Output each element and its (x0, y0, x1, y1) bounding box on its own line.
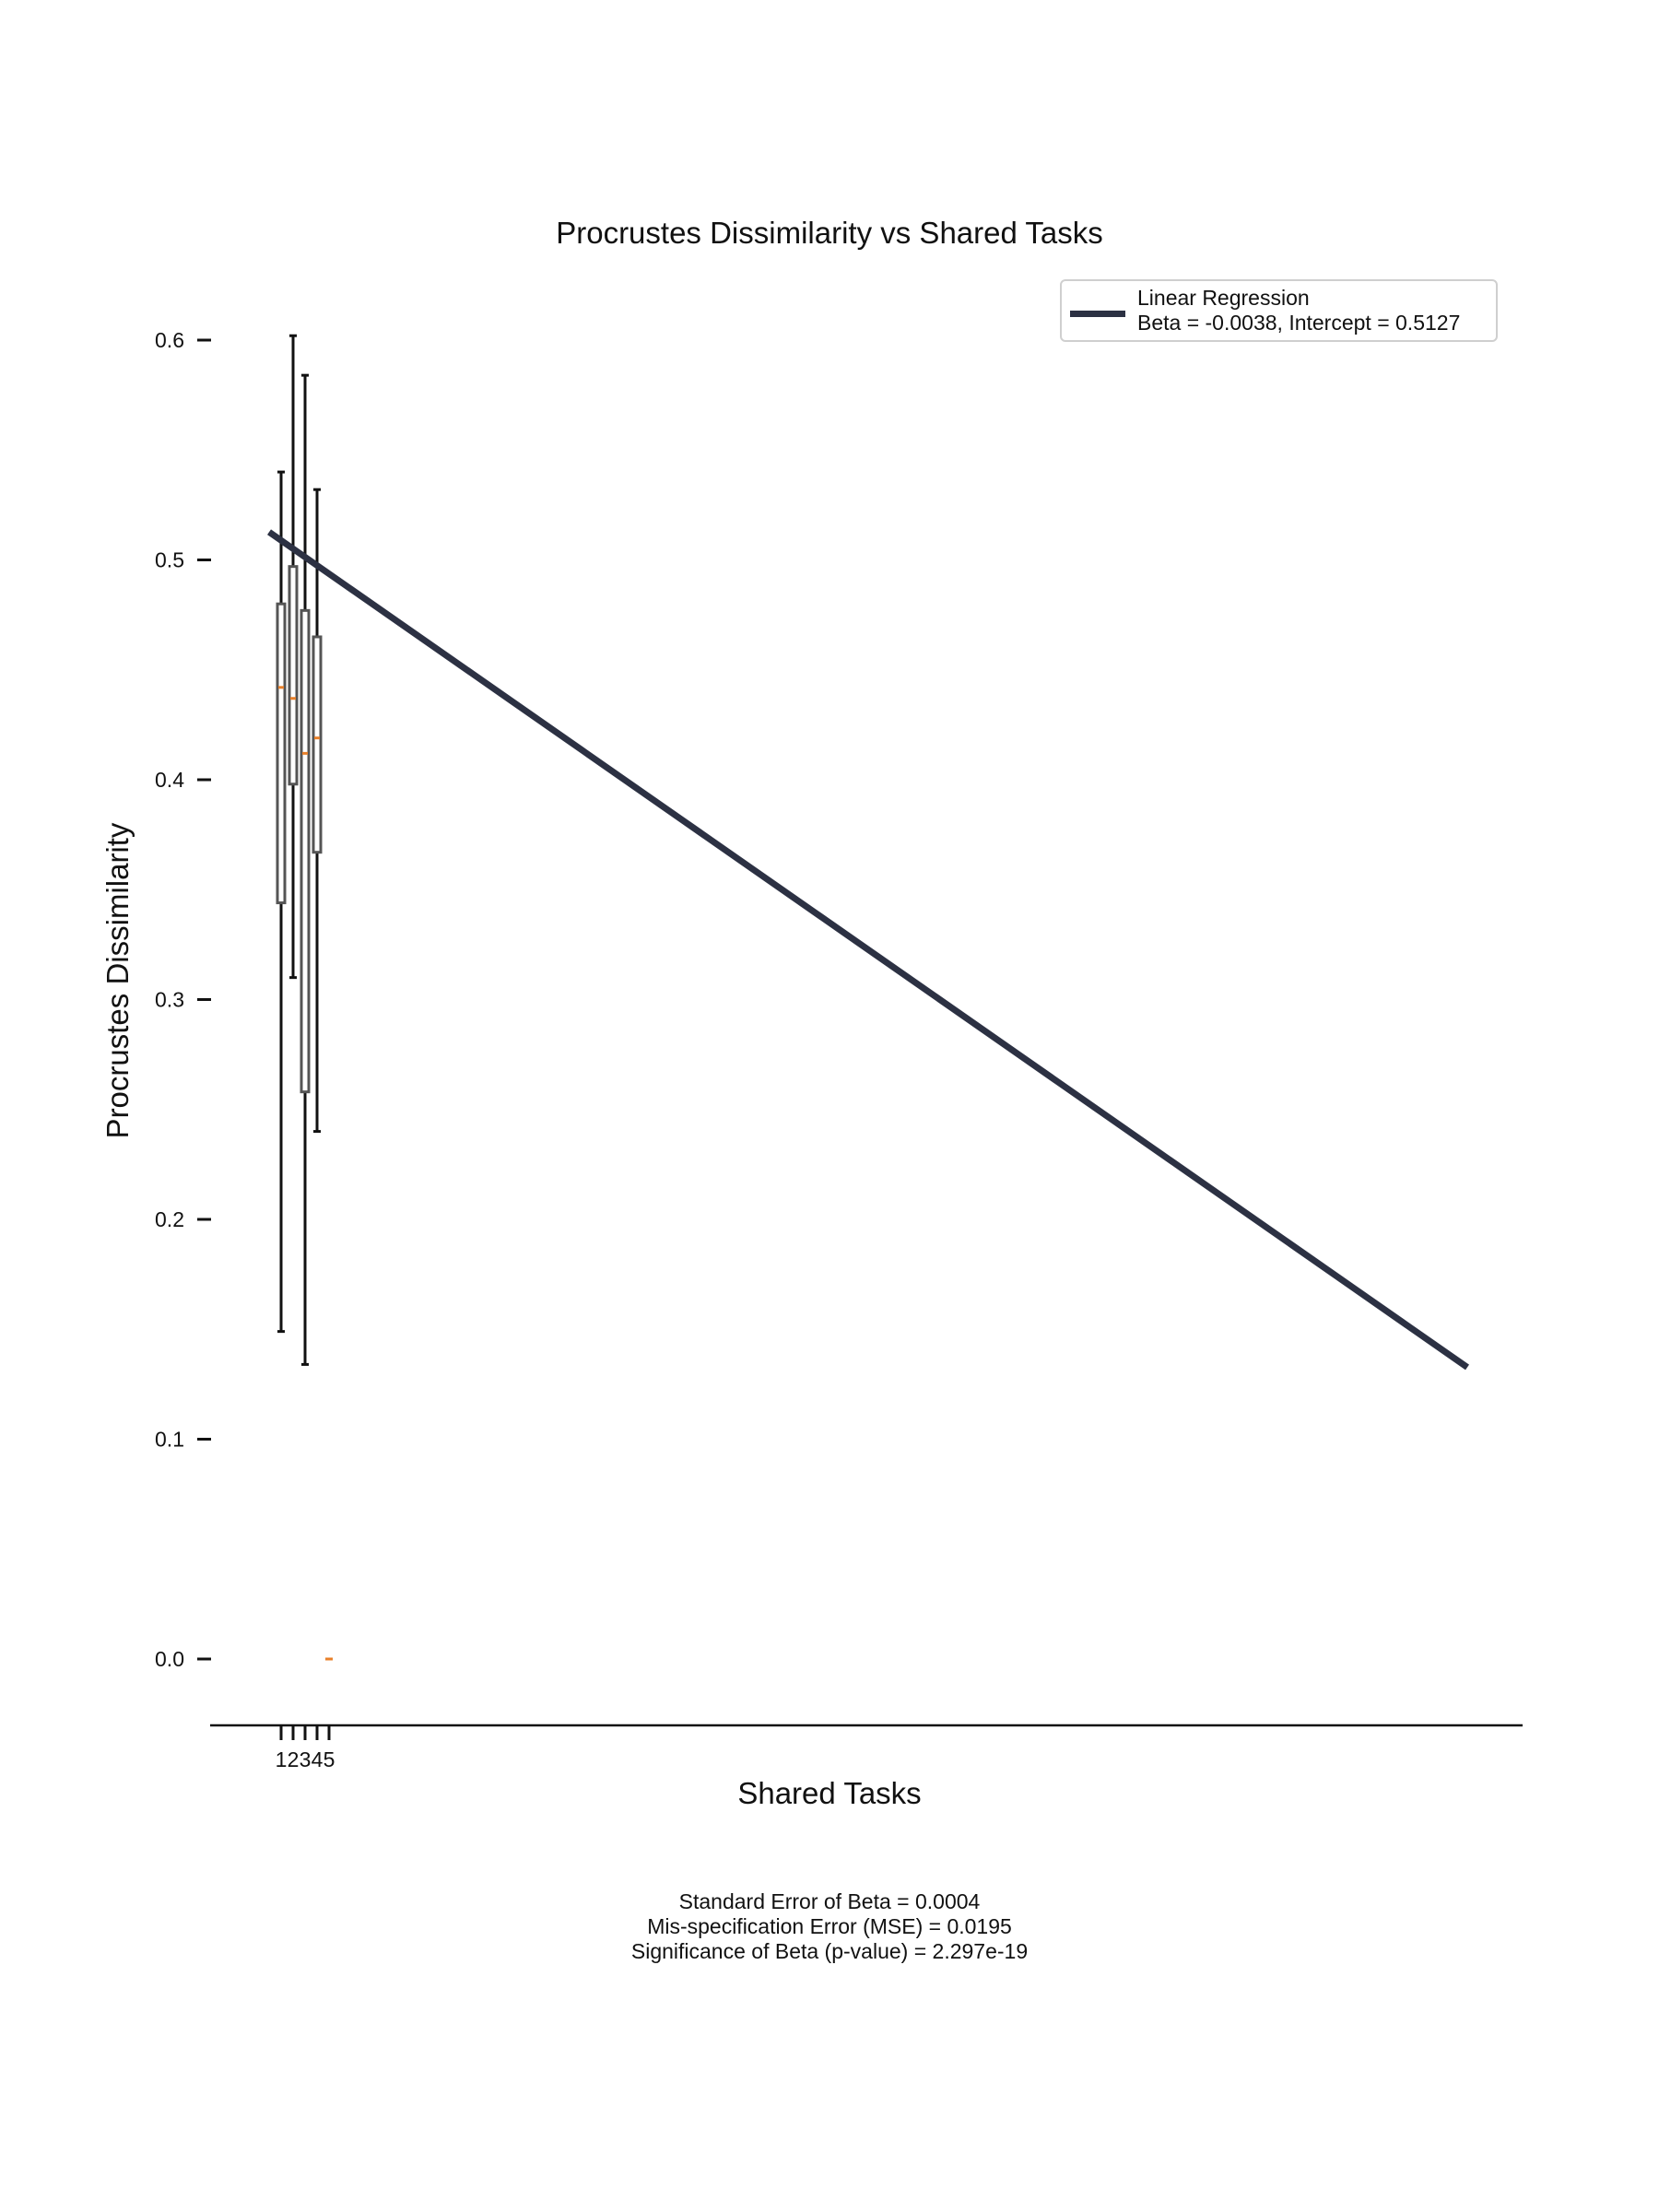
x-tick-label: 5 (324, 1747, 335, 1771)
x-axis-title: Shared Tasks (737, 1776, 922, 1810)
legend-label-line1: Linear Regression (1137, 286, 1310, 310)
x-tick-label: 1 (276, 1747, 288, 1771)
regression-stats: Standard Error of Beta = 0.0004 Mis-spec… (0, 1889, 1659, 1964)
legend-swatch-regression (1070, 311, 1125, 317)
y-tick-label: 0.2 (155, 1207, 184, 1231)
y-tick-label: 0.5 (155, 548, 184, 572)
stat-p-value: Significance of Beta (p-value) = 2.297e-… (630, 1939, 1029, 1963)
x-tick-label: 3 (300, 1747, 312, 1771)
box-iqr (276, 602, 287, 905)
y-axis: 0.0 0.1 0.2 0.3 0.4 0.5 0.6 (155, 328, 211, 1671)
box-plot-group (276, 334, 333, 1661)
y-tick-label: 0.6 (155, 328, 184, 352)
box-iqr (312, 635, 323, 854)
y-axis-title: Procrustes Dissimilarity (100, 822, 135, 1139)
y-tick-label: 0.4 (155, 768, 184, 792)
y-tick-label: 0.0 (155, 1647, 184, 1671)
regression-line-group (266, 529, 1470, 1371)
x-tick-label: 4 (312, 1747, 324, 1771)
y-tick-label: 0.3 (155, 988, 184, 1012)
stat-mse: Mis-specification Error (MSE) = 0.0195 (647, 1914, 1012, 1938)
box-iqr (300, 608, 311, 1094)
legend: Linear Regression Beta = -0.0038, Interc… (1060, 279, 1498, 342)
chart-title: Procrustes Dissimilarity vs Shared Tasks (556, 216, 1103, 250)
regression-line (266, 529, 1470, 1371)
y-tick-label: 0.1 (155, 1428, 184, 1452)
box-iqr (288, 565, 299, 786)
legend-label-line2: Beta = -0.0038, Intercept = 0.5127 (1137, 311, 1461, 335)
x-tick-label: 2 (288, 1747, 300, 1771)
stat-standard-error: Standard Error of Beta = 0.0004 (678, 1889, 981, 1913)
